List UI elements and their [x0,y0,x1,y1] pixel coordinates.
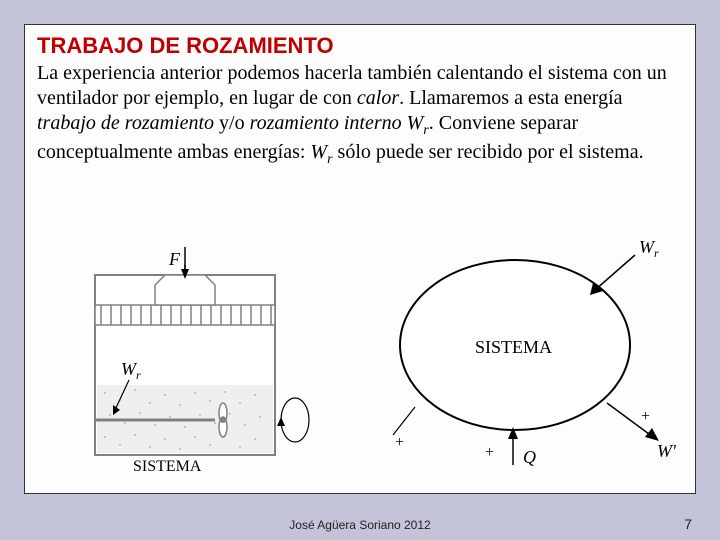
label-sistema-left: SISTEMA [133,458,202,475]
label-Wr-r-sub: r [654,246,659,260]
label-Wr-sub: r [136,368,141,382]
text-run: . Llamaremos a esta energía [399,87,622,109]
diagram-left: F Wr SISTEMA [65,235,325,475]
plus-left: + [395,434,404,451]
text-run: y/o [214,112,250,134]
text-run: sólo puede ser recibido por el sistema. [333,141,644,163]
label-Q: Q [523,447,536,467]
slide-title: TRABAJO DE ROZAMIENTO [25,25,695,61]
slide: TRABAJO DE ROZAMIENTO La experiencia ant… [24,24,696,494]
italic-run: rozamiento interno W [250,112,424,134]
italic-run: W [310,141,327,163]
diagram-right: SISTEMA Wr Q + W' + + [345,235,685,475]
label-sistema-right: SISTEMA [475,337,552,357]
svg-text:Wr: Wr [639,237,659,260]
label-Wp: W' [657,441,677,461]
italic-run: trabajo de rozamiento [37,112,214,134]
plus-q: + [485,444,494,461]
label-F: F [168,249,181,269]
body-paragraph: La experiencia anterior podemos hacerla … [25,61,695,168]
italic-run: calor [357,87,399,109]
footer-page: 7 [684,516,692,532]
diagrams-area: F Wr SISTEMA [25,235,697,475]
plus-wp: + [641,408,650,425]
footer-credit: José Agüera Soriano 2012 [0,518,720,532]
